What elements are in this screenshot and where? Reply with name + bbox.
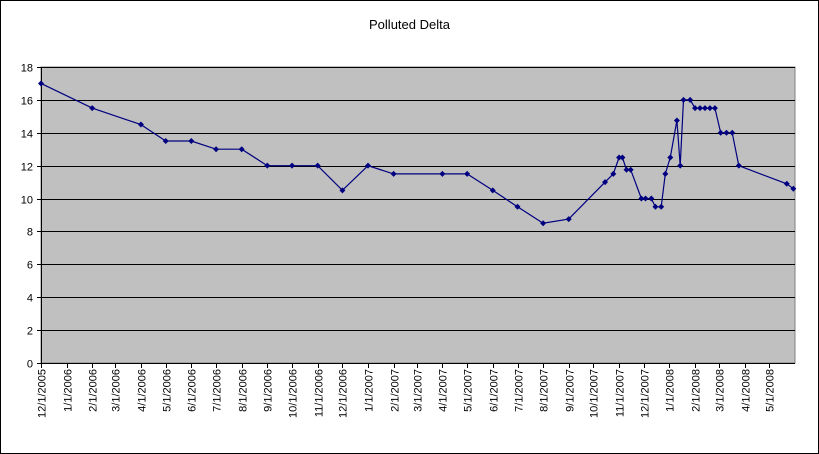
x-tick-label: 6/1/2007 <box>489 369 501 412</box>
data-point <box>642 195 649 202</box>
data-point <box>667 154 674 161</box>
x-tick-label: 10/1/2007 <box>589 369 601 418</box>
data-point <box>623 166 630 173</box>
data-point <box>697 105 704 112</box>
data-point <box>652 203 659 210</box>
data-point <box>365 162 372 169</box>
y-tick-label: 14 <box>21 129 33 141</box>
data-point <box>137 121 144 128</box>
y-tick-label: 8 <box>27 227 33 239</box>
data-point <box>723 129 730 136</box>
x-tick-label: 8/1/2007 <box>539 369 551 412</box>
data-point <box>662 170 669 177</box>
x-tick-label: 9/1/2006 <box>263 369 275 412</box>
x-tick-label: 2/1/2006 <box>88 369 100 412</box>
data-point <box>790 185 797 192</box>
y-tick-label: 0 <box>27 359 33 371</box>
data-point <box>687 96 694 103</box>
data-point <box>390 170 397 177</box>
data-point <box>616 154 623 161</box>
plot-area <box>40 66 796 364</box>
x-tick-label: 1/1/2008 <box>665 369 677 412</box>
data-point <box>706 105 713 112</box>
y-tick-label: 10 <box>21 195 33 207</box>
x-tick-label: 12/1/2006 <box>338 369 350 418</box>
data-point <box>638 195 645 202</box>
data-point <box>783 180 790 187</box>
x-tick-label: 4/1/2008 <box>741 369 753 412</box>
data-point <box>264 162 271 169</box>
data-point <box>680 96 687 103</box>
y-tick-label: 12 <box>21 162 33 174</box>
data-point <box>339 187 346 194</box>
data-point <box>610 170 617 177</box>
data-point <box>717 129 724 136</box>
x-tick-label: 5/1/2008 <box>765 369 777 412</box>
x-tick-label: 3/1/2008 <box>715 369 727 412</box>
data-point <box>648 195 655 202</box>
x-tick-label: 5/1/2007 <box>463 369 475 412</box>
data-point <box>439 170 446 177</box>
data-point <box>89 105 96 112</box>
x-tick-label: 4/1/2007 <box>438 369 450 412</box>
data-point <box>627 166 634 173</box>
data-point <box>489 187 496 194</box>
x-tick-label: 11/1/2006 <box>314 369 326 417</box>
data-point <box>729 129 736 136</box>
data-point <box>735 162 742 169</box>
data-point <box>565 216 572 223</box>
data-point <box>692 105 699 112</box>
x-tick-label: 1/1/2007 <box>364 369 376 412</box>
x-tick-label: 3/1/2007 <box>413 369 425 412</box>
y-tick-label: 6 <box>27 260 33 272</box>
data-point <box>238 146 245 153</box>
x-tick-label: 7/1/2007 <box>514 369 526 412</box>
x-tick-label: 2/1/2007 <box>390 369 402 412</box>
x-tick-label: 7/1/2006 <box>212 369 224 412</box>
y-tick-label: 18 <box>21 63 33 75</box>
x-tick-label: 12/1/2005 <box>37 369 49 418</box>
data-point <box>677 162 684 169</box>
x-tick-label: 8/1/2006 <box>238 369 250 412</box>
data-point <box>701 105 708 112</box>
x-tick-label: 11/1/2007 <box>615 369 627 417</box>
data-point <box>314 162 321 169</box>
x-tick-label: 6/1/2006 <box>187 369 199 412</box>
data-point <box>658 203 665 210</box>
x-tick-label: 9/1/2007 <box>565 369 577 412</box>
data-point <box>602 179 609 186</box>
data-point <box>38 80 44 87</box>
data-point <box>162 138 169 144</box>
data-point <box>711 105 718 112</box>
data-point <box>213 146 220 153</box>
data-point <box>464 170 471 177</box>
x-tick-label: 10/1/2006 <box>288 369 300 418</box>
data-point <box>673 117 680 124</box>
x-tick-label: 3/1/2006 <box>111 369 123 412</box>
data-point <box>289 162 296 169</box>
x-tick-label: 1/1/2006 <box>63 369 75 412</box>
data-point <box>619 154 626 161</box>
x-tick-label: 12/1/2007 <box>640 369 652 418</box>
y-tick-label: 4 <box>27 293 33 305</box>
data-point <box>540 220 547 227</box>
x-tick-label: 5/1/2006 <box>162 369 174 412</box>
chart-title: Polluted Delta <box>369 17 450 32</box>
y-tick-label: 2 <box>27 326 33 338</box>
data-point <box>514 203 521 210</box>
y-tick-label: 16 <box>21 96 33 108</box>
x-tick-label: 2/1/2008 <box>691 369 703 412</box>
x-tick-label: 4/1/2006 <box>137 369 149 412</box>
data-point <box>188 138 195 144</box>
